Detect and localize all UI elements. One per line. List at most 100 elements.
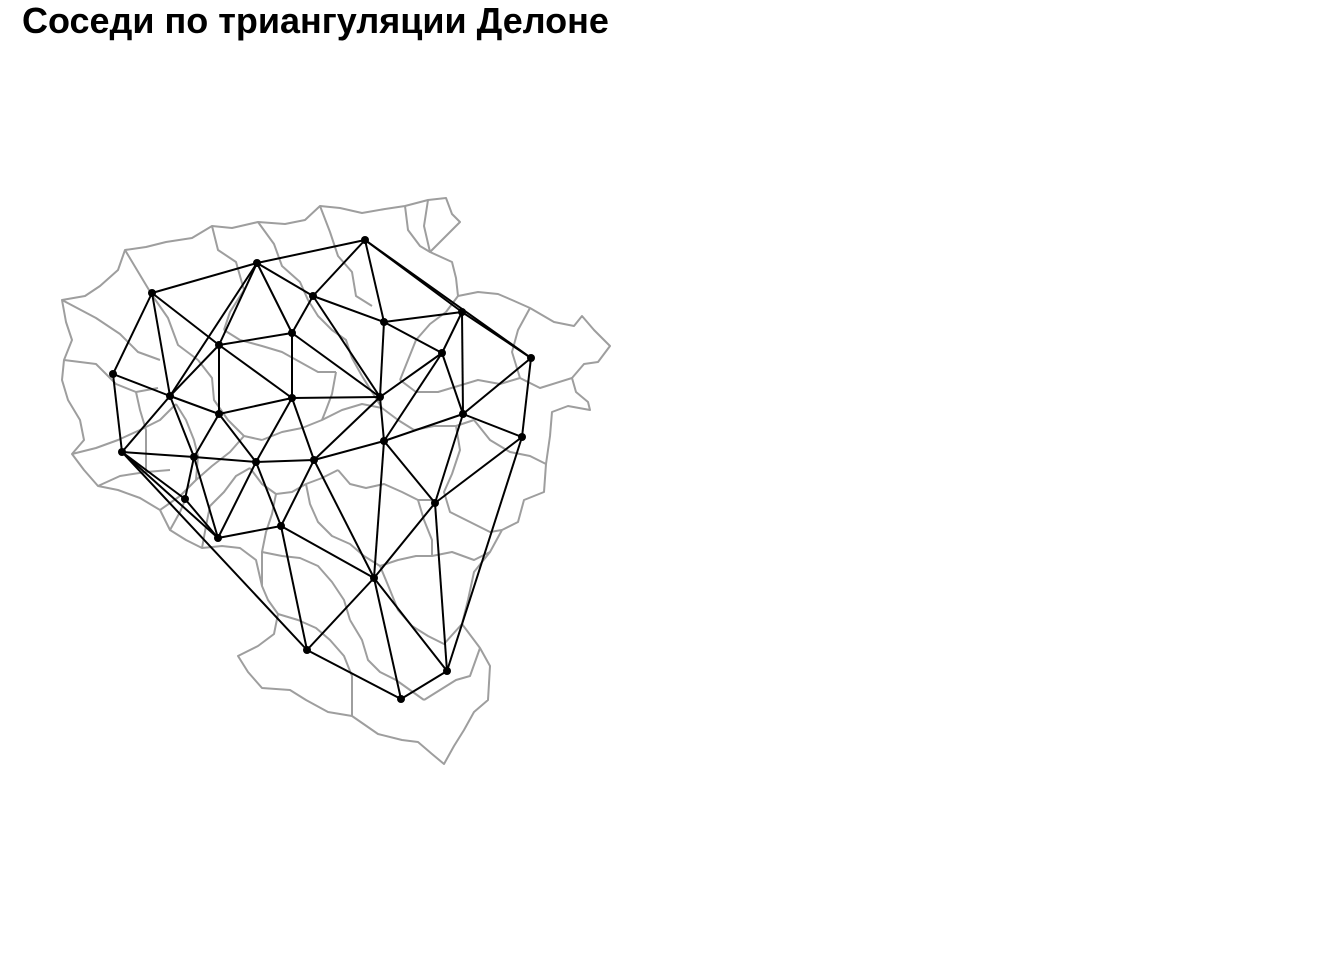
neighbor-edge bbox=[291, 332, 381, 398]
plot-title: Соседи по триангуляции Делоне bbox=[22, 0, 609, 41]
centroid-point bbox=[459, 410, 467, 418]
neighbor-edge bbox=[312, 239, 366, 297]
neighbor-edge bbox=[383, 321, 443, 354]
centroid-point bbox=[166, 392, 174, 400]
district-border bbox=[349, 619, 425, 701]
neighbor-edge bbox=[280, 525, 375, 579]
neighbor-edge bbox=[521, 357, 532, 438]
neighbor-edge bbox=[364, 239, 385, 323]
neighbor-edge bbox=[383, 352, 443, 442]
centroid-point bbox=[518, 433, 526, 441]
centroid-point bbox=[370, 574, 378, 582]
centroid-point bbox=[148, 289, 156, 297]
neighbor-edge bbox=[218, 332, 293, 346]
centroid-point bbox=[109, 370, 117, 378]
neighbor-edge bbox=[434, 413, 464, 504]
neighbor-edge bbox=[373, 502, 436, 579]
district-border bbox=[319, 205, 373, 307]
district-border bbox=[197, 359, 263, 441]
district-border bbox=[63, 359, 159, 393]
neighbor-edge bbox=[151, 292, 171, 397]
neighbor-edge bbox=[193, 413, 220, 458]
district-border bbox=[417, 499, 433, 556]
district-border bbox=[71, 403, 177, 455]
neighbor-edge bbox=[383, 413, 464, 442]
district-border bbox=[249, 467, 339, 495]
centroid-point bbox=[181, 495, 189, 503]
neighbor-edge bbox=[218, 413, 257, 463]
district-borders bbox=[61, 197, 611, 765]
neighbor-edge bbox=[112, 292, 153, 375]
neighbor-edge bbox=[169, 395, 195, 458]
neighbor-edge bbox=[218, 344, 293, 399]
district-border bbox=[277, 613, 353, 716]
centroid-point bbox=[438, 349, 446, 357]
centroid-point bbox=[215, 410, 223, 418]
neighbor-edge bbox=[193, 456, 219, 539]
district-border bbox=[443, 425, 503, 533]
neighbor-edge bbox=[434, 502, 448, 672]
centroid-point bbox=[443, 667, 451, 675]
neighbor-edge bbox=[291, 397, 315, 461]
district-border bbox=[423, 199, 431, 253]
district-border bbox=[97, 469, 171, 487]
district-border bbox=[305, 483, 381, 567]
centroid-point bbox=[288, 329, 296, 337]
neighbor-edge bbox=[383, 311, 463, 323]
neighbor-edge bbox=[121, 451, 308, 651]
centroid-point bbox=[252, 458, 260, 466]
neighbor-edge bbox=[313, 459, 375, 579]
district-border bbox=[511, 307, 573, 389]
centroid-point bbox=[380, 437, 388, 445]
centroid-point bbox=[376, 393, 384, 401]
neighbor-edge bbox=[121, 451, 186, 500]
neighbor-edge bbox=[373, 577, 402, 700]
neighbor-edge bbox=[151, 262, 258, 294]
neighbor-edge bbox=[364, 239, 532, 359]
district-border bbox=[135, 391, 147, 472]
centroid-point bbox=[303, 646, 311, 654]
neighbor-edge bbox=[434, 436, 523, 504]
neighbor-edge bbox=[256, 239, 366, 264]
centroid-point bbox=[458, 308, 466, 316]
neighbor-edge bbox=[313, 440, 385, 461]
neighbor-edge bbox=[121, 451, 219, 539]
neighbor-edge bbox=[373, 577, 448, 672]
centroid-point bbox=[309, 292, 317, 300]
district-border bbox=[211, 225, 245, 331]
neighbor-edge bbox=[193, 456, 257, 463]
centroid-point bbox=[277, 522, 285, 530]
centroid-point bbox=[431, 499, 439, 507]
centroid-point bbox=[310, 456, 318, 464]
neighbor-edge bbox=[400, 670, 448, 700]
neighbor-edge bbox=[379, 321, 385, 398]
neighbor-edge bbox=[169, 344, 220, 397]
neighbor-edge bbox=[217, 525, 282, 539]
neighbor-edge bbox=[312, 295, 385, 323]
district-border bbox=[473, 419, 547, 465]
neighbor-edge bbox=[313, 396, 381, 461]
centroid-point bbox=[380, 318, 388, 326]
centroid-point bbox=[527, 354, 535, 362]
centroid-point bbox=[288, 394, 296, 402]
neighbor-edge bbox=[379, 352, 443, 398]
district-border bbox=[159, 435, 245, 511]
district-border bbox=[404, 205, 431, 253]
centroid-point bbox=[118, 448, 126, 456]
neighbor-edge bbox=[441, 311, 463, 354]
district-border bbox=[379, 551, 491, 567]
neighbor-edge bbox=[256, 262, 293, 334]
neighbor-edge bbox=[151, 292, 220, 346]
neighbor-edge bbox=[461, 311, 532, 359]
neighbor-edge bbox=[306, 577, 375, 651]
neighbor-edge bbox=[255, 397, 293, 463]
neighbor-edge bbox=[462, 357, 532, 415]
neighbor-edge bbox=[218, 262, 258, 346]
neighbor-edge bbox=[461, 311, 464, 415]
neighbor-edge bbox=[291, 396, 381, 399]
neighbor-edge bbox=[280, 525, 308, 651]
district-border bbox=[261, 403, 383, 441]
district-border bbox=[175, 403, 199, 481]
centroid-point bbox=[397, 695, 405, 703]
